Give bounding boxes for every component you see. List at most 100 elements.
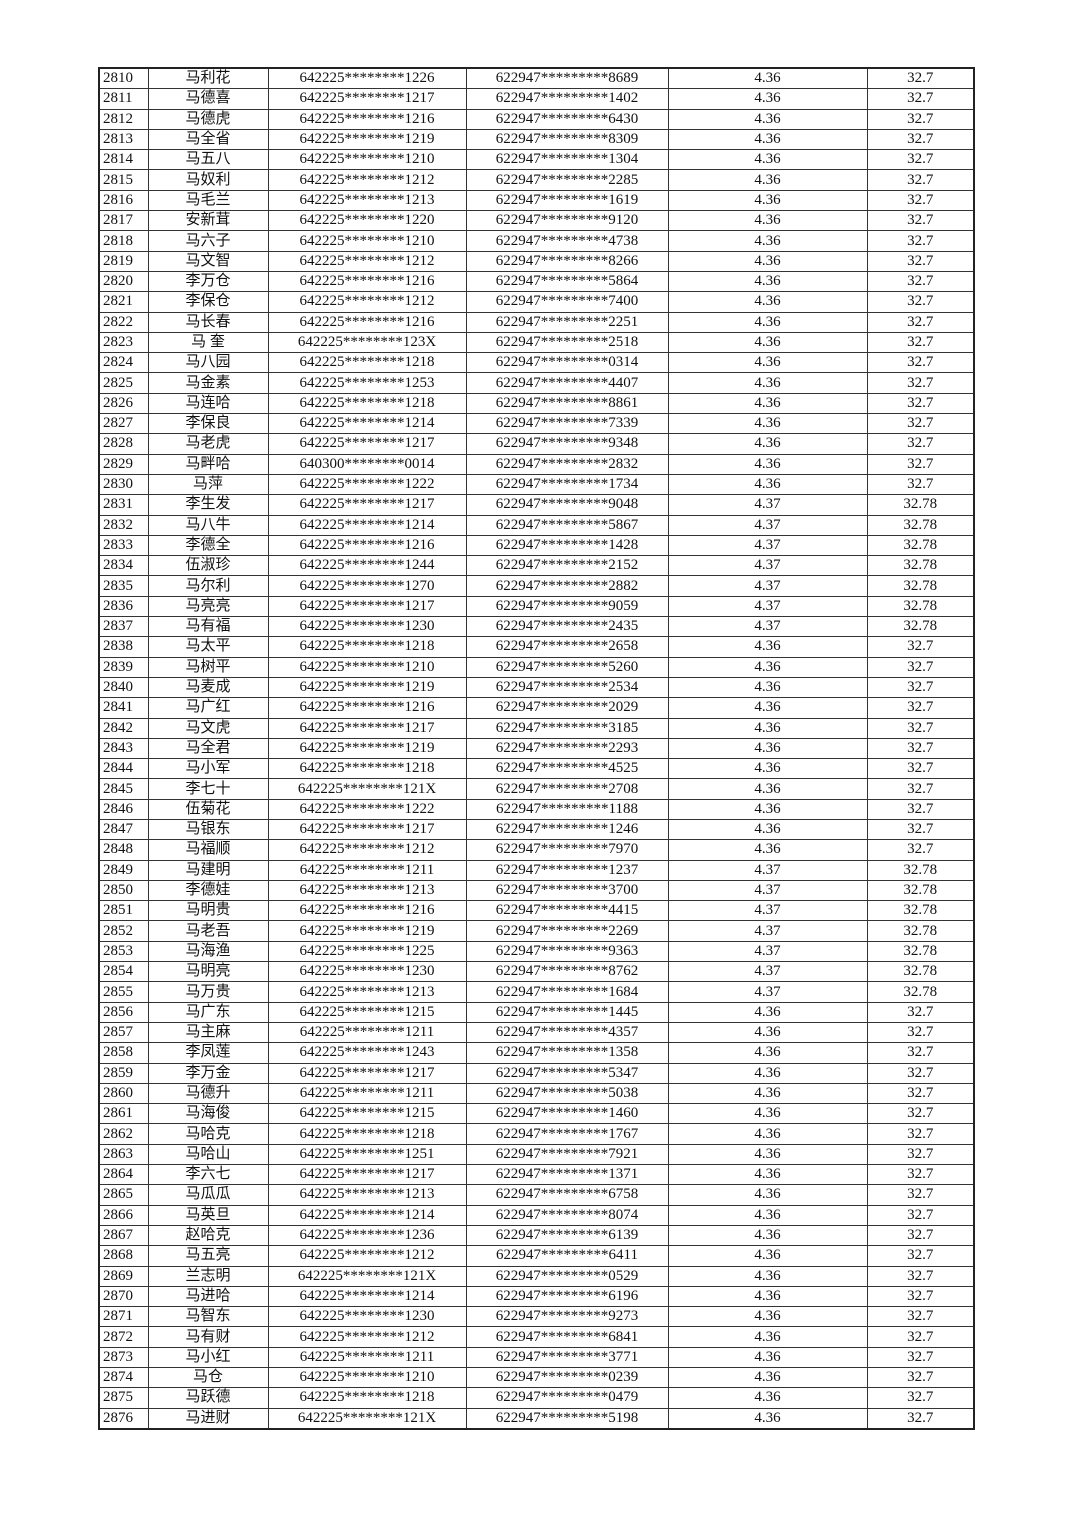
cell-name: 马明贵	[147, 900, 269, 922]
cell-area: 4.36	[667, 1306, 868, 1328]
cell-id-number: 642225********1220	[267, 210, 467, 232]
cell-row-number: 2831	[98, 494, 149, 516]
cell-row-number: 2827	[98, 413, 149, 435]
cell-id-number: 642225********1214	[267, 413, 467, 435]
cell-area: 4.36	[667, 372, 868, 394]
cell-id-number: 642225********1222	[267, 473, 467, 496]
cell-id-number: 642225********121X	[267, 778, 467, 800]
cell-row-number: 2874	[98, 1366, 149, 1389]
table-row: 2862 马哈克 642225********1218 622947*********…	[98, 1123, 975, 1145]
table-row: 2825 马金素 642225********1253 622947*********…	[98, 372, 975, 394]
cell-bank-account: 622947*********3185	[465, 717, 669, 739]
cell-area: 4.37	[667, 494, 868, 516]
cell-id-number: 642225********121X	[267, 1407, 467, 1430]
cell-bank-account: 622947*********6196	[465, 1285, 669, 1308]
cell-bank-account: 622947*********2435	[465, 616, 669, 638]
cell-id-number: 642225********123X	[267, 331, 467, 354]
cell-bank-account: 622947*********6758	[465, 1184, 669, 1206]
cell-row-number: 2876	[98, 1407, 149, 1430]
cell-amount: 32.7	[866, 210, 975, 232]
cell-name: 马五八	[147, 149, 269, 171]
cell-bank-account: 622947*********1358	[465, 1042, 669, 1064]
cell-row-number: 2864	[98, 1164, 149, 1186]
cell-area: 4.36	[667, 230, 868, 252]
cell-name: 马尔利	[147, 575, 269, 597]
cell-amount: 32.7	[866, 1326, 975, 1348]
table-body: 2810 马利花 642225********1226 622947*********…	[98, 67, 975, 1430]
table-row: 2853 马海渔 642225********1225 622947*********…	[98, 940, 975, 963]
cell-row-number: 2834	[98, 555, 149, 577]
cell-bank-account: 622947*********8861	[465, 392, 669, 415]
cell-name: 马文智	[147, 250, 269, 272]
table-row: 2872 马有财 642225********1212 622947*********…	[98, 1326, 975, 1348]
cell-bank-account: 622947*********1188	[465, 798, 669, 820]
cell-name: 马利花	[147, 67, 269, 90]
cell-row-number: 2872	[98, 1326, 149, 1348]
table-row: 2876 马进财 642225********121X 622947*********…	[98, 1407, 975, 1430]
table-row: 2871 马智东 642225********1230 622947*********…	[98, 1306, 975, 1328]
table-row: 2811 马德喜 642225********1217 622947*********…	[98, 88, 975, 110]
cell-row-number: 2868	[98, 1245, 149, 1267]
cell-area: 4.36	[667, 88, 868, 110]
cell-row-number: 2857	[98, 1021, 149, 1044]
cell-amount: 32.78	[866, 595, 975, 618]
cell-area: 4.36	[667, 270, 868, 293]
cell-id-number: 642225********1218	[267, 352, 467, 374]
cell-bank-account: 622947*********2029	[465, 697, 669, 719]
cell-id-number: 642225********1217	[267, 433, 467, 455]
cell-area: 4.36	[667, 758, 868, 780]
cell-amount: 32.7	[866, 1387, 975, 1409]
table-row: 2863 马哈山 642225********1251 622947*********…	[98, 1143, 975, 1166]
cell-name: 马英旦	[147, 1204, 269, 1226]
cell-bank-account: 622947*********5864	[465, 270, 669, 293]
cell-name: 马广红	[147, 697, 269, 719]
cell-amount: 32.7	[866, 67, 975, 90]
cell-name: 马德虎	[147, 108, 269, 130]
cell-bank-account: 622947*********6841	[465, 1326, 669, 1348]
cell-bank-account: 622947*********4525	[465, 758, 669, 780]
cell-row-number: 2823	[98, 331, 149, 354]
cell-bank-account: 622947*********4415	[465, 900, 669, 922]
cell-row-number: 2854	[98, 961, 149, 983]
cell-name: 伍淑珍	[147, 555, 269, 577]
cell-area: 4.37	[667, 595, 868, 618]
cell-bank-account: 622947*********1460	[465, 1103, 669, 1125]
table-row: 2846 伍菊花 642225********1222 622947*********…	[98, 798, 975, 820]
cell-name: 马八园	[147, 352, 269, 374]
cell-area: 4.37	[667, 879, 868, 902]
cell-area: 4.36	[667, 798, 868, 820]
table-row: 2841 马广红 642225********1216 622947*********…	[98, 697, 975, 719]
cell-name: 马毛兰	[147, 189, 269, 212]
cell-bank-account: 622947*********5198	[465, 1407, 669, 1430]
cell-row-number: 2819	[98, 250, 149, 272]
cell-area: 4.36	[667, 311, 868, 333]
cell-bank-account: 622947*********1734	[465, 473, 669, 496]
cell-row-number: 2816	[98, 189, 149, 212]
cell-id-number: 642225********1218	[267, 758, 467, 780]
cell-amount: 32.7	[866, 1224, 975, 1247]
table-row: 2812 马德虎 642225********1216 622947*********…	[98, 108, 975, 130]
cell-amount: 32.78	[866, 534, 975, 557]
cell-area: 4.36	[667, 149, 868, 171]
table-row: 2829 马畔哈 640300********0014 622947*********…	[98, 453, 975, 475]
cell-row-number: 2865	[98, 1184, 149, 1206]
cell-id-number: 642225********1217	[267, 88, 467, 110]
cell-name: 李六七	[147, 1164, 269, 1186]
cell-bank-account: 622947*********8266	[465, 250, 669, 272]
cell-amount: 32.7	[866, 818, 975, 841]
cell-amount: 32.7	[866, 331, 975, 354]
cell-area: 4.36	[667, 1387, 868, 1409]
cell-id-number: 642225********1214	[267, 1285, 467, 1308]
cell-name: 马八牛	[147, 514, 269, 536]
cell-name: 李德全	[147, 534, 269, 557]
cell-name: 马小红	[147, 1346, 269, 1369]
cell-amount: 32.78	[866, 494, 975, 516]
cell-amount: 32.78	[866, 900, 975, 922]
cell-bank-account: 622947*********0239	[465, 1366, 669, 1389]
cell-bank-account: 622947*********7339	[465, 413, 669, 435]
cell-bank-account: 622947*********6411	[465, 1245, 669, 1267]
cell-row-number: 2870	[98, 1285, 149, 1308]
cell-amount: 32.78	[866, 920, 975, 942]
cell-id-number: 642225********1211	[267, 1082, 467, 1105]
cell-area: 4.37	[667, 575, 868, 597]
